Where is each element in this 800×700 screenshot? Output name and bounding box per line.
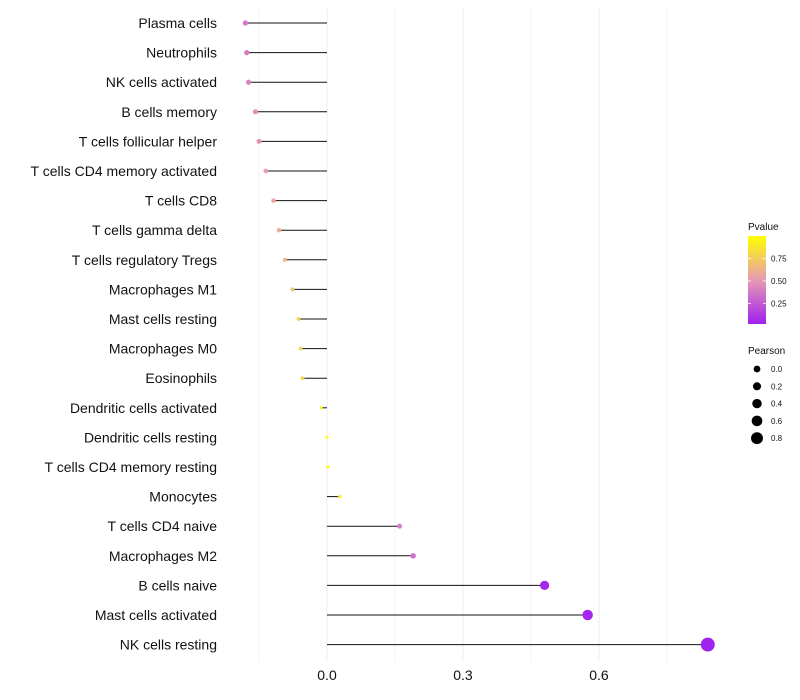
x-tick-label: 0.3 [453,667,473,683]
lollipop-point [256,138,262,144]
x-tick-label: 0.0 [317,667,337,683]
size-legend-label: 0.2 [771,382,783,391]
x-tick-label: 0.6 [589,667,609,683]
pvalue-legend-title: Pvalue [748,222,779,233]
lollipop-point [282,257,287,262]
y-tick-label: Macrophages M2 [109,548,217,564]
y-tick-label: T cells CD4 naive [108,518,218,534]
y-tick-label: Eosinophils [145,370,217,386]
lollipop-point [290,287,295,292]
size-legend-dot [751,415,763,427]
lollipop-points [242,20,715,652]
lollipop-point [276,228,282,233]
size-legend-dot [753,365,761,373]
y-tick-label: B cells memory [121,104,217,120]
y-axis-labels: Plasma cells Neutrophils NK cells activate… [31,15,218,653]
y-tick-label: Mast cells resting [109,311,217,327]
y-tick-label: T cells CD4 memory activated [31,163,217,179]
lollipop-point [296,317,301,321]
y-tick-label: NK cells activated [106,74,217,90]
size-legend-label: 0.8 [771,434,783,443]
y-tick-label: B cells naive [138,577,217,593]
lollipop-point [582,609,593,621]
lollipop-stems [245,22,708,646]
y-tick-label: Plasma cells [138,15,217,31]
lollipop-point [263,168,269,174]
x-axis-ticks: 0.0 0.3 0.6 [317,667,609,683]
lollipop-point [244,49,250,56]
lollipop-point [539,580,550,591]
lollipop-point [252,109,258,115]
size-legend-label: 0.4 [771,400,783,409]
lollipop-point [325,435,329,439]
pearson-legend-title: Pearson [748,346,785,357]
size-legend-label: 0.0 [771,365,783,374]
y-tick-label: Dendritic cells activated [70,400,217,416]
colorbar-tick-label: 0.75 [771,254,787,263]
lollipop-point [300,376,305,381]
y-tick-label: Dendritic cells resting [84,429,217,445]
y-tick-label: Monocytes [149,489,217,505]
size-legend-dot [752,382,762,391]
lollipop-point [700,637,715,652]
lollipop-point [410,553,416,559]
y-tick-label: T cells CD4 memory resting [45,459,217,475]
lollipop-point [271,198,276,203]
y-tick-label: T cells regulatory Tregs [72,252,217,268]
lollipop-point [245,79,252,85]
size-legend-dot [751,432,763,445]
lollipop-point [242,20,249,26]
y-tick-label: NK cells resting [120,637,217,653]
pvalue-colorbar [748,236,766,324]
colorbar-tick-label: 0.50 [771,277,787,286]
y-tick-label: T cells follicular helper [79,133,218,149]
y-tick-label: Neutrophils [146,45,217,61]
grid-lines [258,8,668,662]
size-legend-label: 0.6 [771,417,783,426]
y-tick-label: T cells CD8 [145,193,217,209]
colorbar-tick-label: 0.25 [771,299,787,308]
lollipop-point [319,406,323,410]
y-tick-label: Mast cells activated [95,607,217,623]
pearson-legend: Pearson 0.0 0.2 0.4 0.6 0.8 [748,346,785,445]
lollipop-point [326,465,330,469]
lollipop-point [298,346,303,351]
lollipop-point [396,523,403,529]
y-tick-label: Macrophages M1 [109,281,217,297]
size-legend-dot [752,398,762,409]
lollipop-point [338,494,342,499]
y-tick-label: Macrophages M0 [109,341,217,357]
pvalue-legend: Pvalue 0.25 0.50 0.75 [748,222,787,324]
y-tick-label: T cells gamma delta [92,222,217,238]
